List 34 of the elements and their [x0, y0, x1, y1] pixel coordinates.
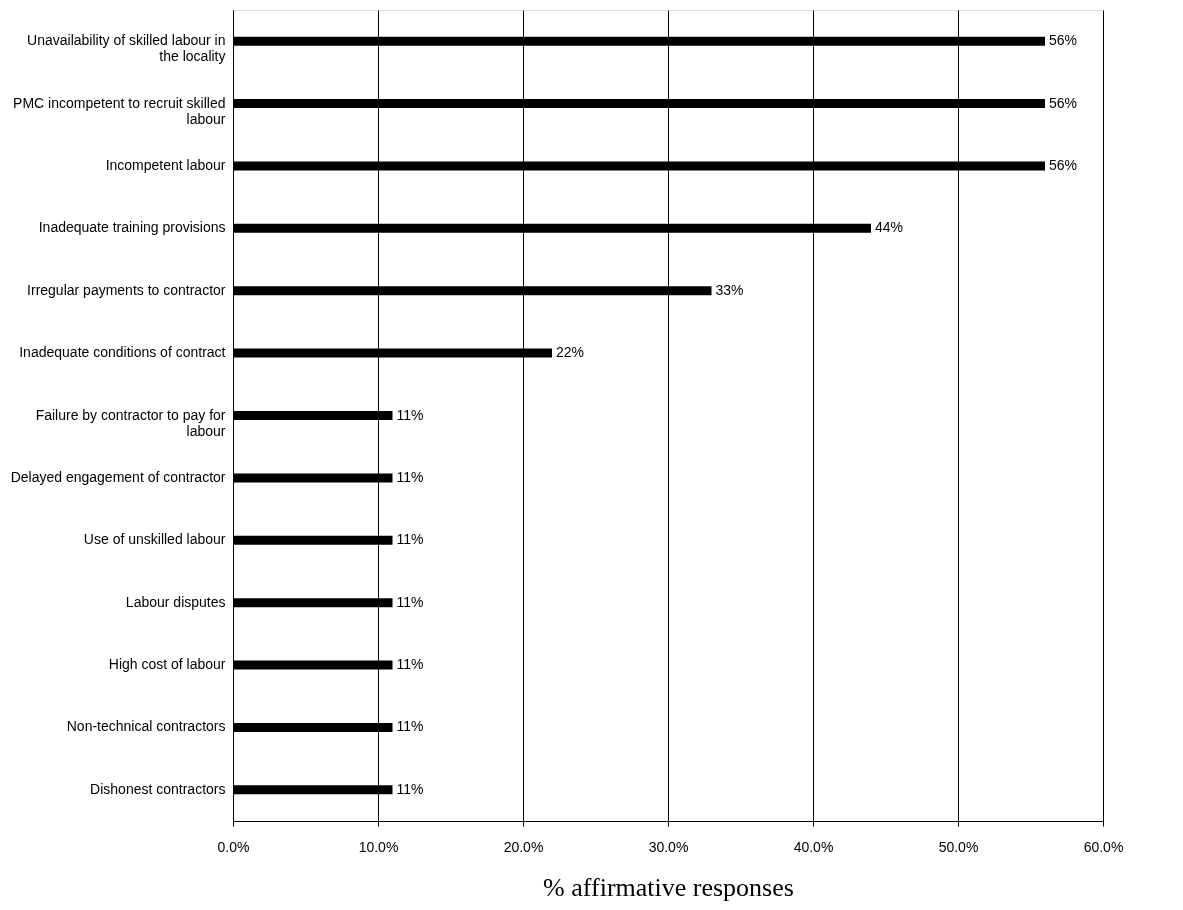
data-label: 56% [1049, 94, 1078, 111]
y-tick-label: Failure by contractor to pay for labour [35, 406, 226, 439]
data-label: 11% [396, 406, 424, 423]
y-tick-label: Irregular payments to contractor [27, 281, 226, 298]
y-tick-label: Non-technical contractors [66, 718, 226, 735]
x-tick-label: 30.0% [648, 838, 689, 855]
data-label: 11% [396, 531, 424, 548]
x-axis-title: % affirmative responses [543, 872, 794, 902]
x-tick-label: 0.0% [217, 838, 250, 855]
data-label: 11% [396, 593, 424, 610]
y-tick-label: Dishonest contractors [90, 780, 226, 797]
data-label: 44% [875, 219, 904, 236]
x-tick-label: 20.0% [503, 838, 544, 855]
x-tick-label: 40.0% [793, 838, 834, 855]
x-tick-label: 50.0% [938, 838, 979, 855]
y-tick-label: Inadequate training provisions [38, 219, 226, 236]
y-tick-label: Labour disputes [125, 593, 226, 610]
data-label: 11% [396, 718, 424, 735]
data-label: 56% [1049, 32, 1078, 49]
y-tick-label: Unavailability of skilled labour in the locality [27, 32, 226, 65]
x-tick-label: 10.0% [358, 838, 399, 855]
data-label: 33% [715, 281, 744, 298]
y-tick-label: High cost of labour [108, 656, 226, 673]
data-label: 22% [556, 344, 585, 361]
y-tick-label: Incompetent labour [105, 156, 226, 173]
data-label: 11% [396, 780, 424, 797]
y-tick-label: Use of unskilled labour [83, 531, 226, 548]
y-tick-label: PMC incompetent to recruit skilled labour [13, 94, 226, 127]
data-label: 11% [396, 468, 424, 485]
y-tick-label: Inadequate conditions of contract [19, 344, 226, 361]
data-label: 11% [396, 656, 424, 673]
y-tick-label: Delayed engagement of contractor [10, 468, 226, 485]
x-tick-label: 60.0% [1083, 838, 1124, 855]
data-label: 56% [1049, 156, 1078, 173]
